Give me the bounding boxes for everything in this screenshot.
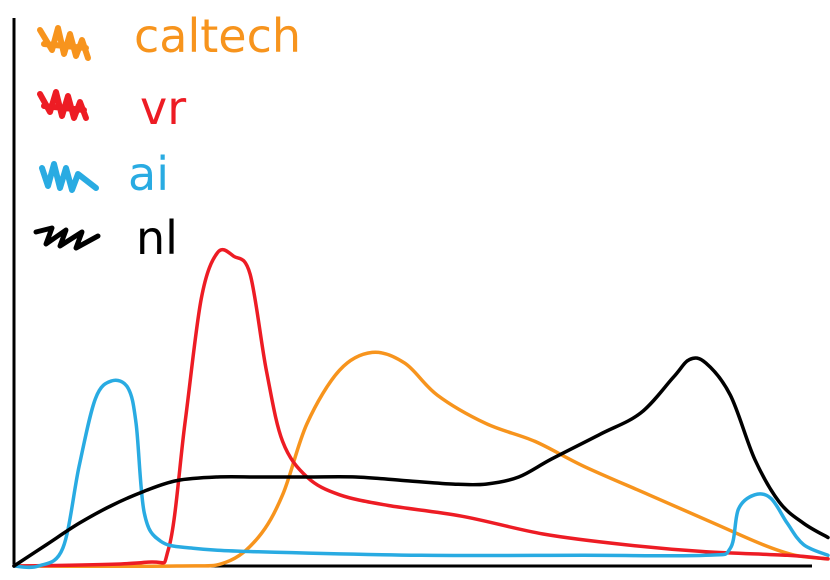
- legend-swatch-ai: [39, 161, 99, 193]
- legend-swatch-vr: [37, 89, 89, 121]
- legend-label-nl: nl: [136, 211, 178, 265]
- legend-swatch-nl: [33, 225, 101, 251]
- legend-item-caltech: caltech: [37, 9, 301, 63]
- series-line-vr: [12, 248, 830, 568]
- legend: caltech vr ai nl: [33, 9, 301, 265]
- legend-swatch-caltech: [37, 25, 91, 61]
- series-line-nl: [12, 356, 830, 568]
- legend-label-caltech: caltech: [134, 9, 301, 63]
- legend-item-vr: vr: [37, 81, 186, 135]
- series-layer: [12, 248, 830, 570]
- legend-label-vr: vr: [140, 81, 186, 135]
- series-line-ai: [12, 378, 830, 570]
- legend-item-ai: ai: [39, 147, 169, 201]
- series-line-caltech: [12, 350, 830, 569]
- legend-item-nl: nl: [33, 211, 178, 265]
- legend-label-ai: ai: [128, 147, 169, 201]
